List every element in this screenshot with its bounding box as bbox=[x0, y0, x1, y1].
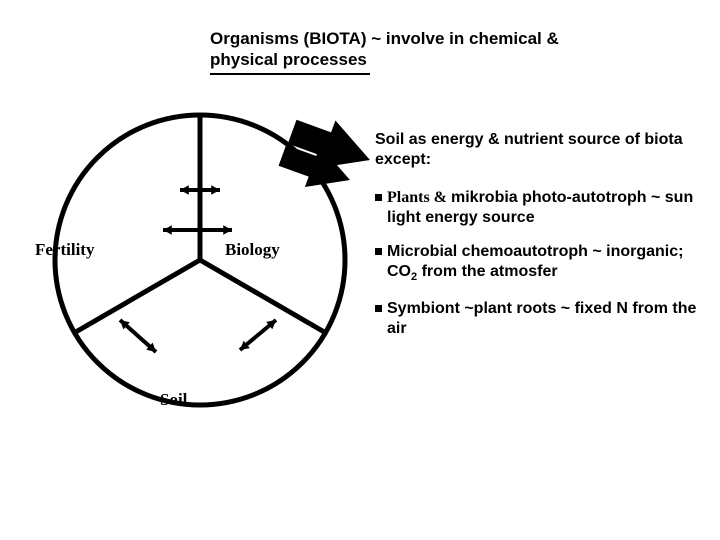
title-block: Organisms (BIOTA) ~ involve in chemical … bbox=[210, 28, 590, 75]
bullet-item-2: Microbial chemoautotroph ~ inorganic; CO… bbox=[375, 242, 705, 285]
title-line2: physical processes bbox=[210, 49, 590, 70]
bullet2-after: from the atmosfer bbox=[417, 263, 557, 280]
bullet-item-1: Plants & mikrobia photo-autotroph ~ sun … bbox=[375, 188, 705, 228]
side-heading: Soil as energy & nutrient source of biot… bbox=[375, 130, 705, 170]
diagram-svg bbox=[40, 100, 400, 420]
label-soil: Soil bbox=[160, 390, 187, 410]
title-line1: Organisms (BIOTA) ~ involve in chemical … bbox=[210, 28, 590, 49]
side-text-block: Soil as energy & nutrient source of biot… bbox=[375, 130, 705, 353]
diagram-wrap: Fertility Biology Soil bbox=[40, 100, 360, 420]
bullet3-text: Symbiont ~plant roots ~ fixed N from the… bbox=[387, 300, 696, 337]
label-biology: Biology bbox=[225, 240, 280, 260]
bullet-item-3: Symbiont ~plant roots ~ fixed N from the… bbox=[375, 299, 705, 339]
label-fertility: Fertility bbox=[35, 240, 94, 260]
title-underline bbox=[210, 73, 370, 75]
